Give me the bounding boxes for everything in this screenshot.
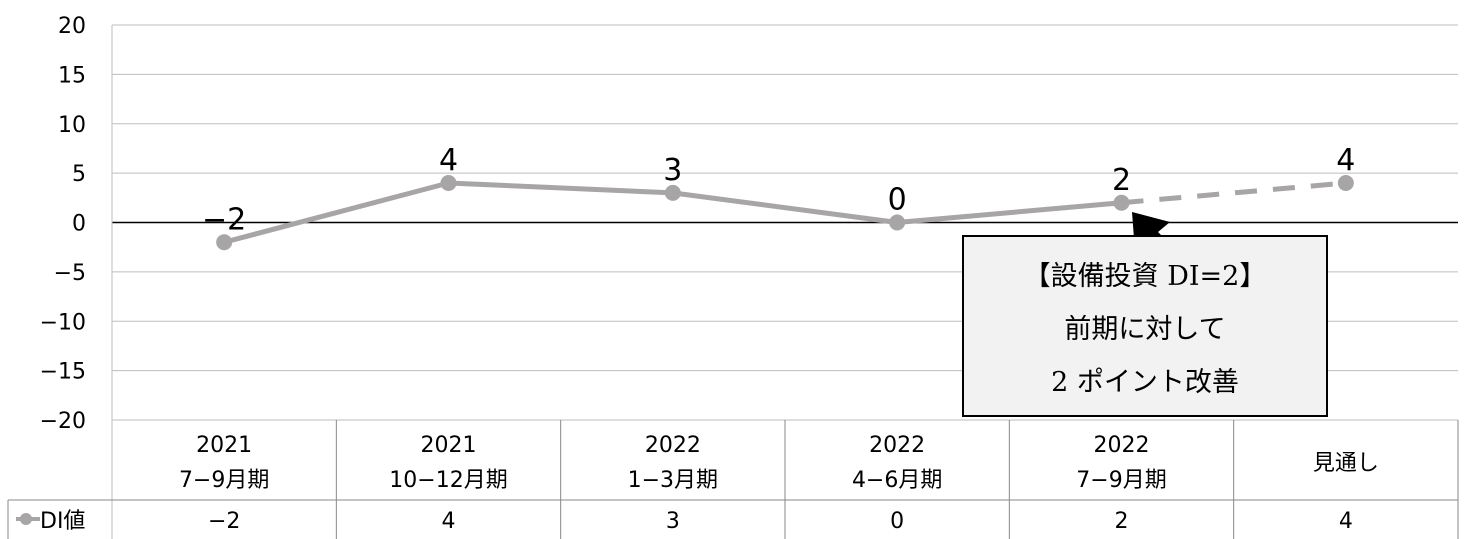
y-tick-label: 15 xyxy=(58,63,86,88)
annotation-callout: 【設備投資 DI=2】 前期に対して 2 ポイント改善 xyxy=(962,212,1328,417)
y-tick-label: −10 xyxy=(40,310,86,335)
category-label-line-1: 2021 xyxy=(421,433,477,458)
y-tick-label: −20 xyxy=(40,409,86,434)
category-label-line-2: 10−12月期 xyxy=(389,468,507,493)
data-label: 2 xyxy=(1112,163,1131,198)
table-value: −2 xyxy=(208,509,240,534)
data-label: 4 xyxy=(1336,143,1355,178)
category-label-line-1: 2022 xyxy=(869,433,925,458)
category-label-line-2: 7−9月期 xyxy=(179,468,269,493)
data-point xyxy=(664,184,681,201)
data-label: −2 xyxy=(202,202,246,237)
category-label-line-2: 7−9月期 xyxy=(1076,468,1166,493)
category-label-line-2: 4−6月期 xyxy=(852,468,942,493)
y-tick-label: −5 xyxy=(54,261,86,286)
data-point xyxy=(440,175,457,191)
data-labels: −2 4 3 0 2 4 xyxy=(202,143,1355,237)
table-value: 4 xyxy=(442,509,456,534)
series-line-segment xyxy=(670,190,900,225)
series-di xyxy=(216,175,1354,251)
annotation-line-2: 前期に対して xyxy=(1064,314,1225,345)
y-tick-label: 5 xyxy=(72,162,86,187)
legend-series-name: DI値 xyxy=(40,509,85,534)
category-data-table: 20217−9月期202110−12月期20221−3月期20224−6月期20… xyxy=(7,420,1459,539)
series-line-segment xyxy=(221,180,451,245)
y-tick-label: 0 xyxy=(72,212,86,237)
data-label: 3 xyxy=(663,153,682,188)
category-label-line-1: 2021 xyxy=(196,433,252,458)
annotation-box xyxy=(962,235,1328,417)
category-label-line-2: 1−3月期 xyxy=(628,468,718,493)
annotation-line-1: 【設備投資 DI=2】 xyxy=(1024,261,1267,292)
annotation-line-3: 2 ポイント改善 xyxy=(1051,367,1239,398)
y-tick-label: 10 xyxy=(58,113,86,138)
data-point xyxy=(1337,175,1354,191)
series-line-segment xyxy=(894,200,1124,225)
legend-marker-swatch xyxy=(20,513,32,525)
data-label: 0 xyxy=(888,183,907,218)
data-point xyxy=(216,234,233,251)
y-axis: 20 15 10 5 0 −5 −10 −15 −20 xyxy=(40,14,86,434)
data-point xyxy=(1113,194,1130,211)
category-label-line-1: 2022 xyxy=(1094,433,1150,458)
table-value: 3 xyxy=(666,509,680,534)
table-value: 2 xyxy=(1115,509,1129,534)
category-label: 見通し xyxy=(1313,451,1379,476)
data-label: 4 xyxy=(439,143,458,178)
y-tick-label: 20 xyxy=(58,14,86,39)
y-tick-label: −15 xyxy=(40,360,86,385)
category-label-line-1: 2022 xyxy=(645,433,701,458)
table-value: 0 xyxy=(890,509,904,534)
data-point xyxy=(889,214,906,231)
table-value: 4 xyxy=(1339,509,1353,534)
series-line-segment xyxy=(446,180,676,196)
forecast-line-segment xyxy=(1121,180,1347,206)
